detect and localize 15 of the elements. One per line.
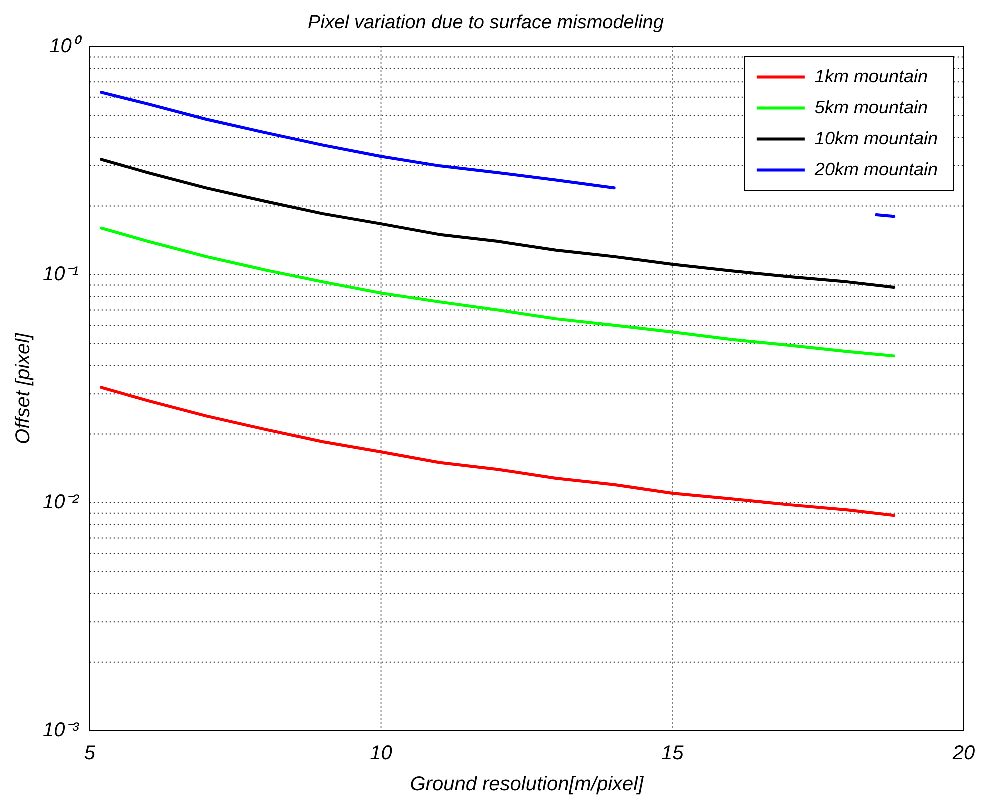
y-tick-label: 10⁻² [43, 491, 80, 514]
y-tick-label: 10⁻¹ [43, 263, 80, 286]
x-tick-label: 10 [370, 742, 392, 765]
y-tick-label: 10⁻³ [43, 720, 80, 742]
x-axis-title: Ground resolution[m/pixel] [410, 774, 644, 796]
x-tick-label: 5 [84, 742, 96, 765]
chart-title: Pixel variation due to surface mismodeling [308, 12, 664, 34]
x-tick-label: 15 [662, 742, 685, 765]
legend-label: 10km mountain [814, 128, 938, 148]
legend-label: 5km mountain [814, 97, 928, 118]
y-axis-title: Offset [pixel] [12, 332, 35, 444]
legend-label: 1km mountain [814, 66, 928, 86]
x-tick-label: 20 [952, 742, 976, 765]
legend-label: 20km mountain [814, 159, 938, 180]
y-tick-label: 10⁰ [50, 34, 83, 58]
